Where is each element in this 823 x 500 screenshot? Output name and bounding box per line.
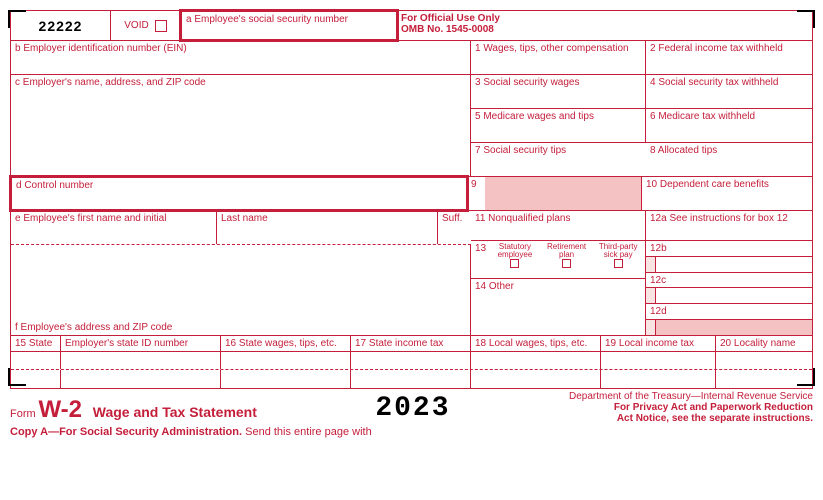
copy-a-label: Copy A—For Social Security Administratio… xyxy=(10,426,242,438)
box-12a-label: 12a See instructions for box 12 xyxy=(650,213,788,224)
form-footer: Form W-2 Wage and Tax Statement 2023 Dep… xyxy=(8,391,815,438)
box-20-label: 20 Locality name xyxy=(720,338,796,349)
box-13-sickpay: Third-party sick pay xyxy=(595,243,641,276)
dept-line: Department of the Treasury—Internal Reve… xyxy=(569,391,813,402)
privacy-line2: Act Notice, see the separate instruction… xyxy=(569,413,813,424)
form-code: 22222 xyxy=(39,18,83,34)
box-f-label: f Employee's address and ZIP code xyxy=(15,322,172,333)
box-4-label: 4 Social security tax withheld xyxy=(650,77,778,88)
box-13-statutory: Statutory employee xyxy=(492,243,538,276)
box-6-label: 6 Medicare tax withheld xyxy=(650,111,755,122)
box-15-ein-label: Employer's state ID number xyxy=(65,338,188,349)
box-12b-label: 12b xyxy=(650,243,667,254)
box-14-label: 14 Other xyxy=(475,281,514,292)
box-e-suff-label: Suff. xyxy=(442,213,462,224)
crop-mark-br xyxy=(797,368,815,386)
box-12d-label: 12d xyxy=(650,306,667,317)
crop-mark-bl xyxy=(8,368,26,386)
code-slot-12c xyxy=(646,288,656,303)
send-text: Send this entire page with xyxy=(242,426,372,438)
box-b-label: b Employer identification number (EIN) xyxy=(15,43,187,54)
box-9-fill xyxy=(485,177,641,210)
box-12d-fill xyxy=(656,320,812,335)
box-2-label: 2 Federal income tax withheld xyxy=(650,43,783,54)
form-title: Wage and Tax Statement xyxy=(93,404,257,420)
box-10-label: 10 Dependent care benefits xyxy=(646,179,769,190)
box-11-label: 11 Nonqualified plans xyxy=(475,213,570,224)
omb-number: OMB No. 1545-0008 xyxy=(401,24,808,35)
box-a-label: a Employee's social security number xyxy=(186,14,348,25)
form-name: W-2 xyxy=(38,396,82,423)
box-e-last-label: Last name xyxy=(221,213,268,224)
box-19-label: 19 Local income tax xyxy=(605,338,694,349)
void-checkbox[interactable] xyxy=(155,20,167,32)
box-15-state-label: 15 State xyxy=(15,338,52,349)
box-3-label: 3 Social security wages xyxy=(475,77,580,88)
box-d-label: d Control number xyxy=(16,180,93,191)
box-a-highlight: a Employee's social security number xyxy=(179,9,399,42)
box-13-retirement: Retirement plan xyxy=(544,243,590,276)
code-slot-12b xyxy=(646,257,656,272)
box-7-label: 7 Social security tips xyxy=(475,145,566,156)
void-label: VOID xyxy=(124,20,148,31)
box-17-label: 17 State income tax xyxy=(355,338,443,349)
box-c-label: c Employer's name, address, and ZIP code xyxy=(15,77,206,88)
box-8-label: 8 Allocated tips xyxy=(650,145,717,156)
box-18-label: 18 Local wages, tips, etc. xyxy=(475,338,587,349)
retirement-checkbox[interactable] xyxy=(562,259,571,268)
form-grid: 22222 VOID a Employee's social security … xyxy=(10,10,813,389)
box-9-label: 9 xyxy=(471,179,477,190)
box-5-label: 5 Medicare wages and tips xyxy=(475,111,594,122)
box-e-first-label: e Employee's first name and initial xyxy=(15,213,166,224)
statutory-checkbox[interactable] xyxy=(510,259,519,268)
box-16-label: 16 State wages, tips, etc. xyxy=(225,338,337,349)
box-d-highlight: d Control number xyxy=(9,175,469,212)
official-use: For Official Use Only xyxy=(401,13,808,24)
code-slot-12d xyxy=(646,320,656,335)
box-13-num: 13 xyxy=(475,243,486,276)
sickpay-checkbox[interactable] xyxy=(614,259,623,268)
w2-form: 22222 VOID a Employee's social security … xyxy=(8,10,815,438)
tax-year: 2023 xyxy=(375,393,450,424)
box-1-label: 1 Wages, tips, other compensation xyxy=(475,43,629,54)
box-12c-label: 12c xyxy=(650,275,666,286)
form-word: Form xyxy=(10,408,36,420)
privacy-line1: For Privacy Act and Paperwork Reduction xyxy=(569,402,813,413)
